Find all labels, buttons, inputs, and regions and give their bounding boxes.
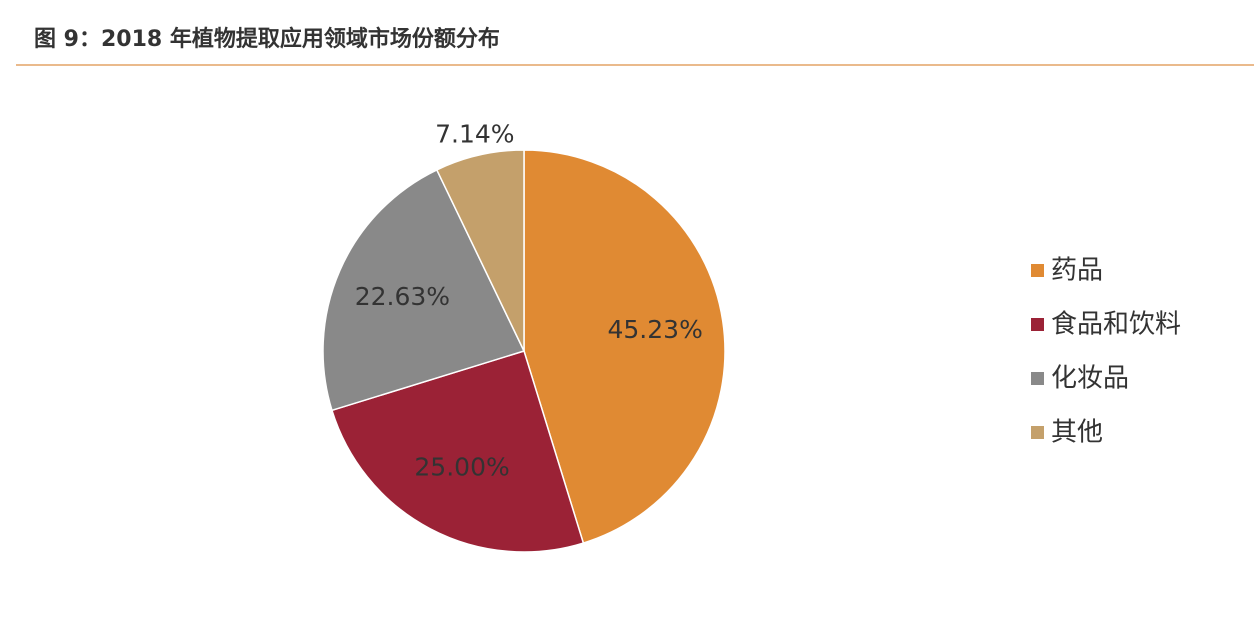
value-label: 25.00% — [414, 452, 509, 481]
legend-label: 化妆品 — [1051, 364, 1129, 394]
pie-slice — [435, 149, 525, 352]
legend-swatch — [1031, 264, 1044, 277]
legend-label: 其他 — [1051, 418, 1103, 448]
pie-slice — [331, 350, 585, 553]
legend-label: 药品 — [1051, 256, 1103, 286]
legend-swatch — [1031, 426, 1044, 439]
legend-label: 食品和饮料 — [1051, 310, 1181, 340]
value-label: 22.63% — [355, 282, 450, 311]
legend-swatch — [1031, 318, 1044, 331]
pie-slice — [523, 149, 726, 544]
legend-swatch — [1031, 372, 1044, 385]
chart-title: 图 9：2018 年植物提取应用领域市场份额分布 — [34, 26, 500, 52]
value-label: 45.23% — [608, 315, 703, 344]
value-label: 7.14% — [435, 119, 514, 148]
pie-slice — [322, 168, 526, 412]
